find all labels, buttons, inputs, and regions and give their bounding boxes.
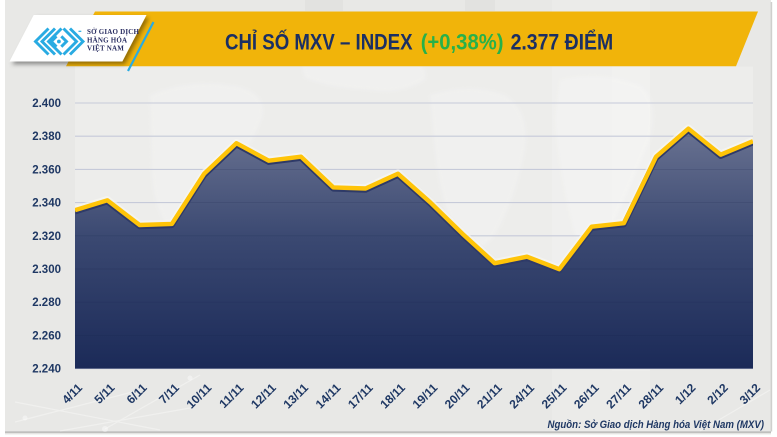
svg-text:2.377 ĐIỂM: 2.377 ĐIỂM bbox=[511, 30, 614, 55]
svg-text:2.260: 2.260 bbox=[32, 330, 61, 342]
svg-text:CHỈ SỐ MXV – INDEX: CHỈ SỐ MXV – INDEX bbox=[225, 29, 413, 55]
svg-text:2.280: 2.280 bbox=[32, 297, 61, 309]
svg-text:2.320: 2.320 bbox=[32, 231, 61, 243]
svg-text:2.400: 2.400 bbox=[32, 98, 61, 110]
svg-text:Nguồn: Sở Giao dịch Hàng hóa V: Nguồn: Sở Giao dịch Hàng hóa Việt Nam (M… bbox=[548, 419, 765, 431]
svg-text:2.340: 2.340 bbox=[32, 198, 61, 210]
svg-text:HÀNG HÓA: HÀNG HÓA bbox=[87, 36, 127, 44]
svg-text:2.360: 2.360 bbox=[32, 164, 61, 176]
svg-text:(+0,38%): (+0,38%) bbox=[421, 30, 504, 55]
svg-text:SỞ GIAO DỊCH: SỞ GIAO DỊCH bbox=[87, 28, 140, 36]
svg-text:VIỆT NAM: VIỆT NAM bbox=[87, 44, 124, 52]
svg-text:2.300: 2.300 bbox=[32, 264, 61, 276]
svg-text:2.380: 2.380 bbox=[32, 131, 61, 143]
svg-text:2.240: 2.240 bbox=[32, 364, 61, 376]
